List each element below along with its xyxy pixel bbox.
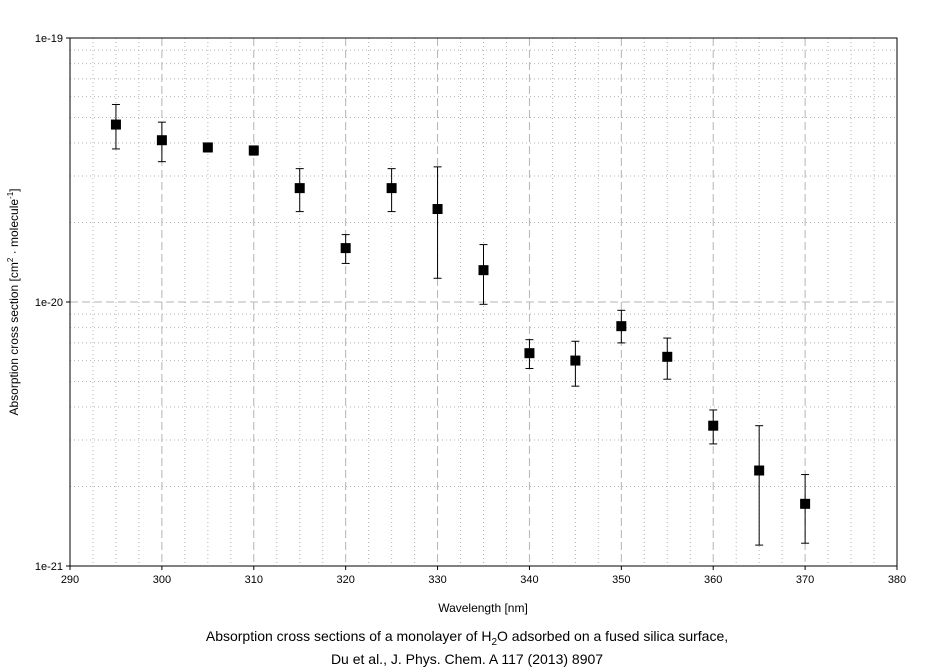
data-point xyxy=(386,183,397,194)
x-tick-label: 330 xyxy=(428,574,446,586)
x-tick-label: 350 xyxy=(612,574,630,586)
x-tick-label: 320 xyxy=(336,574,354,586)
data-point xyxy=(202,142,213,153)
y-tick-label: 1e-19 xyxy=(35,33,63,45)
figure-caption-line-2: Du et al., J. Phys. Chem. A 117 (2013) 8… xyxy=(330,651,604,667)
x-tick-label: 300 xyxy=(153,574,171,586)
y-axis: 1e-21 1e-20 1e-19 xyxy=(35,33,70,573)
figure-caption-line-1: Absorption cross sections of a monolayer… xyxy=(205,628,729,648)
data-point xyxy=(800,498,811,509)
data-point xyxy=(616,321,627,332)
y-axis-label: Absorption cross section [cm2 · molecule… xyxy=(6,188,21,415)
data-point xyxy=(662,351,673,362)
data-point xyxy=(156,135,167,146)
data-point xyxy=(294,183,305,194)
data-point xyxy=(432,204,443,215)
x-axis: 290 300 310 320 330 340 350 360 370 380 xyxy=(61,566,906,586)
y-tick-label: 1e-21 xyxy=(35,561,63,573)
x-tick-label: 380 xyxy=(888,574,906,586)
data-series xyxy=(110,103,811,546)
data-point xyxy=(478,265,489,276)
y-tick-label: 1e-20 xyxy=(35,297,63,309)
x-tick-label: 360 xyxy=(704,574,722,586)
x-axis-label: Wavelength [nm] xyxy=(438,601,528,615)
x-tick-label: 290 xyxy=(61,574,79,586)
data-point xyxy=(708,420,719,431)
x-tick-label: 340 xyxy=(520,574,538,586)
data-point xyxy=(110,119,121,130)
data-point xyxy=(754,465,765,476)
data-point xyxy=(570,355,581,366)
data-point xyxy=(248,145,259,156)
x-tick-label: 370 xyxy=(796,574,814,586)
data-point xyxy=(524,348,535,359)
x-tick-label: 310 xyxy=(245,574,263,586)
data-point xyxy=(340,243,351,254)
